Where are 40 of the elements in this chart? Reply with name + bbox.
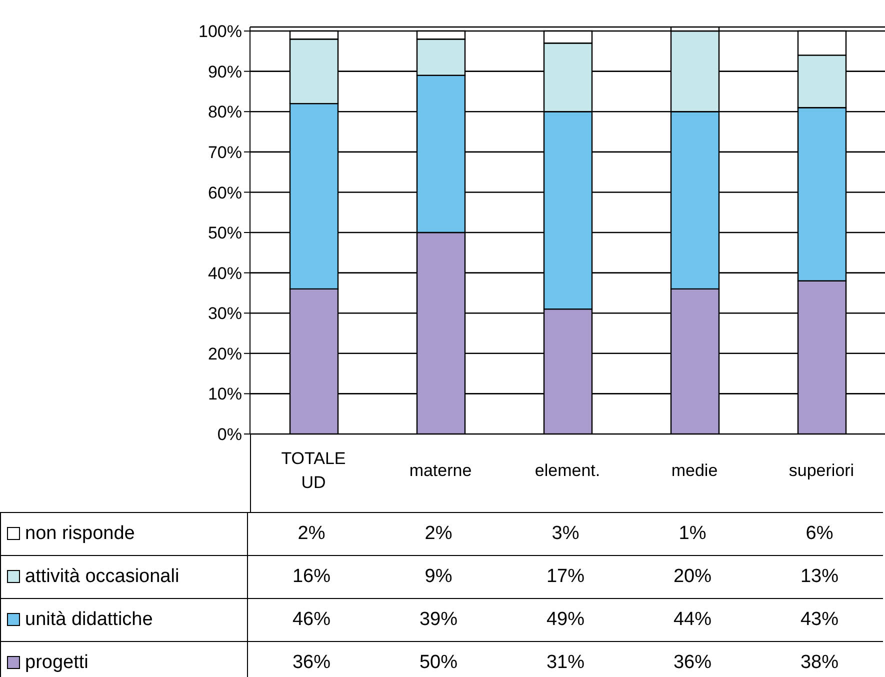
- data-label: 36%: [248, 642, 375, 677]
- data-label: 50%: [375, 642, 502, 677]
- legend-label: unità didattiche: [25, 609, 153, 630]
- x-tick-label: superiori: [788, 461, 854, 480]
- x-tick-label: medie: [671, 461, 718, 480]
- legend-label: attività occasionali: [25, 566, 180, 587]
- y-tick-label: 10%: [208, 384, 242, 404]
- data-label: 3%: [502, 512, 629, 556]
- legend-label: progetti: [25, 652, 88, 673]
- data-label: 31%: [502, 642, 629, 677]
- data-label: 16%: [248, 556, 375, 598]
- y-tick-label: 60%: [208, 183, 242, 202]
- data-label: 39%: [375, 598, 502, 642]
- data-label: 17%: [502, 556, 629, 598]
- y-tick-label: 80%: [208, 102, 242, 122]
- data-label: 9%: [375, 556, 502, 598]
- data-label: 49%: [502, 598, 629, 642]
- data-label: 38%: [756, 642, 883, 677]
- x-tick-label: TOTALE UD: [281, 449, 346, 492]
- data-label: 44%: [629, 598, 756, 642]
- x-tick-label: element.: [534, 461, 600, 480]
- y-tick-label: 90%: [208, 62, 242, 82]
- data-label: 1%: [629, 512, 756, 556]
- data-label: 13%: [756, 556, 883, 598]
- y-tick-label: 20%: [208, 344, 242, 364]
- y-tick-label: 100%: [198, 22, 242, 42]
- data-label: 6%: [756, 512, 883, 556]
- data-label: 20%: [629, 556, 756, 598]
- y-tick-label: 40%: [208, 264, 242, 283]
- y-tick-label: 70%: [208, 142, 242, 162]
- y-tick-label: 30%: [208, 304, 242, 324]
- data-label: 36%: [629, 642, 756, 677]
- data-label: 46%: [248, 598, 375, 642]
- legend-label: non risponde: [25, 523, 135, 544]
- data-label: 2%: [375, 512, 502, 556]
- y-tick-label: 50%: [208, 224, 242, 243]
- data-label: 43%: [756, 598, 883, 642]
- data-label: 2%: [248, 512, 375, 556]
- y-tick-label: 0%: [217, 425, 242, 444]
- x-tick-label: materne: [409, 461, 472, 480]
